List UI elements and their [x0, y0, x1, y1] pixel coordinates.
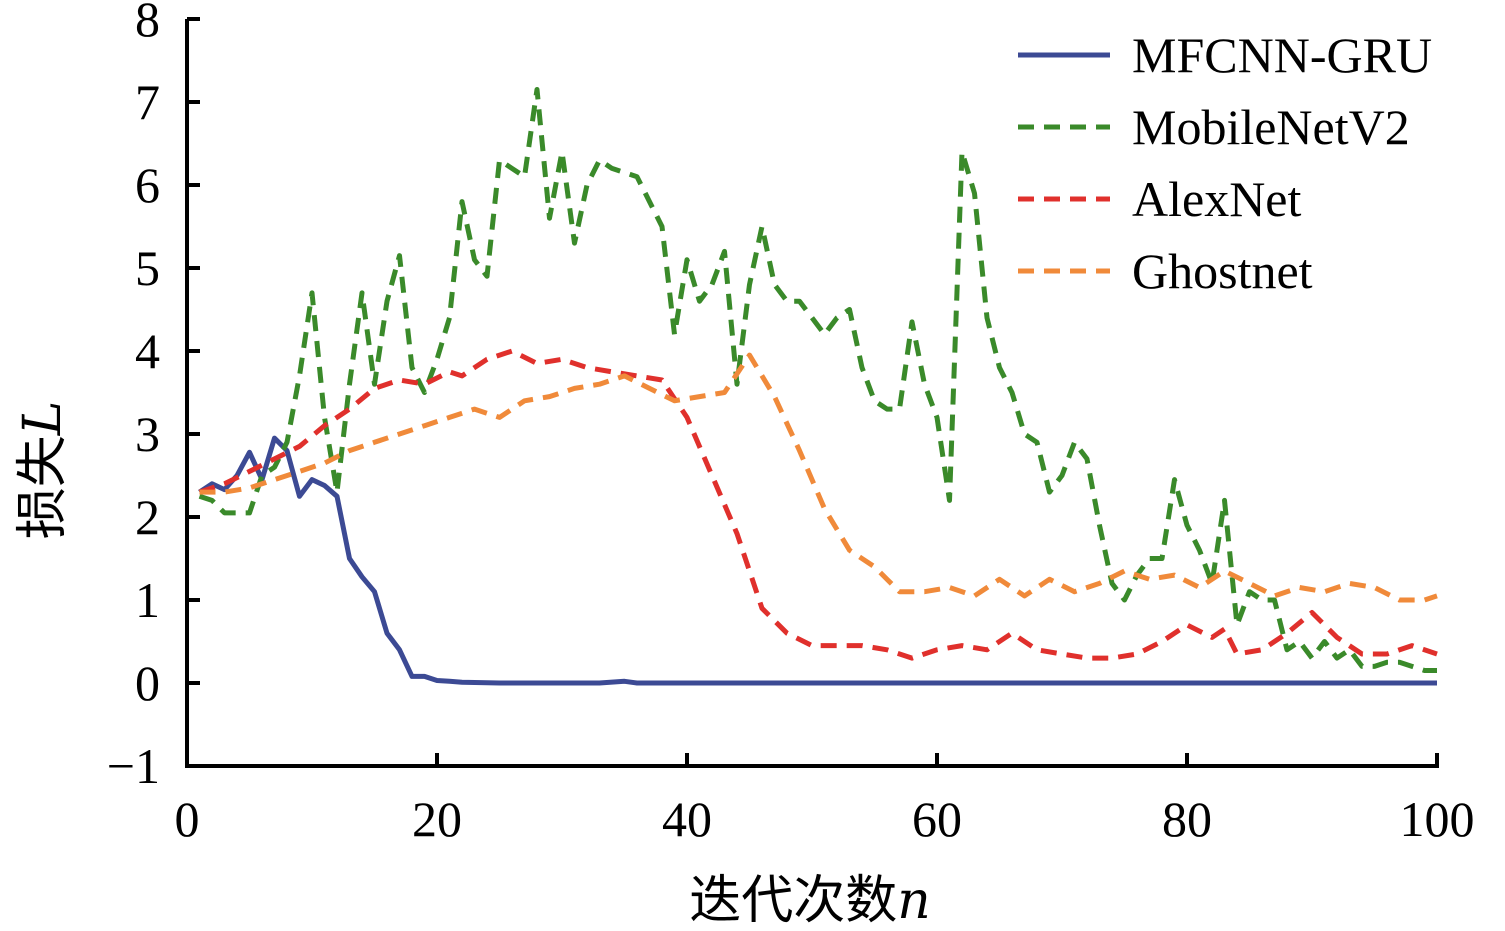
y-tick-label: 8: [135, 0, 160, 47]
series-line-alexnet: [198, 348, 1438, 661]
y-axis-title: 损失L: [13, 401, 73, 540]
x-axis-title: 迭代次数n: [689, 871, 931, 931]
y-tick-label: 3: [135, 406, 160, 462]
y-tick-label: 2: [135, 489, 160, 545]
y-tick-label: 6: [135, 157, 160, 213]
y-tick-label: 1: [135, 572, 160, 628]
y-tick-label: 7: [135, 74, 160, 130]
series-lines: [198, 87, 1438, 686]
axes: [185, 19, 1439, 768]
series-line-ghostnet: [199, 352, 1438, 603]
series-line-mobilenetv2: [198, 87, 1437, 673]
legend-label-alexnet: AlexNet: [1132, 171, 1301, 227]
x-tick-label: 60: [912, 791, 962, 847]
x-tick-label: 20: [412, 791, 462, 847]
legend-label-ghostnet: Ghostnet: [1132, 243, 1313, 299]
legend-label-mobilenetv2: MobileNetV2: [1132, 99, 1410, 155]
y-tick-label: 0: [135, 655, 160, 711]
x-tick-label: 100: [1400, 791, 1475, 847]
x-tick-label: 0: [175, 791, 200, 847]
y-tick-label: 4: [135, 323, 160, 379]
series-line-mfcnn-gru: [198, 435, 1437, 686]
y-tick-label: 5: [135, 240, 160, 296]
x-tick-label: 80: [1162, 791, 1212, 847]
legend: MFCNN-GRU MobileNetV2 AlexNet Ghostnet: [1018, 27, 1432, 299]
y-tick-label: −1: [107, 738, 160, 794]
legend-label-mfcnn-gru: MFCNN-GRU: [1132, 27, 1432, 83]
x-tick-label: 40: [662, 791, 712, 847]
